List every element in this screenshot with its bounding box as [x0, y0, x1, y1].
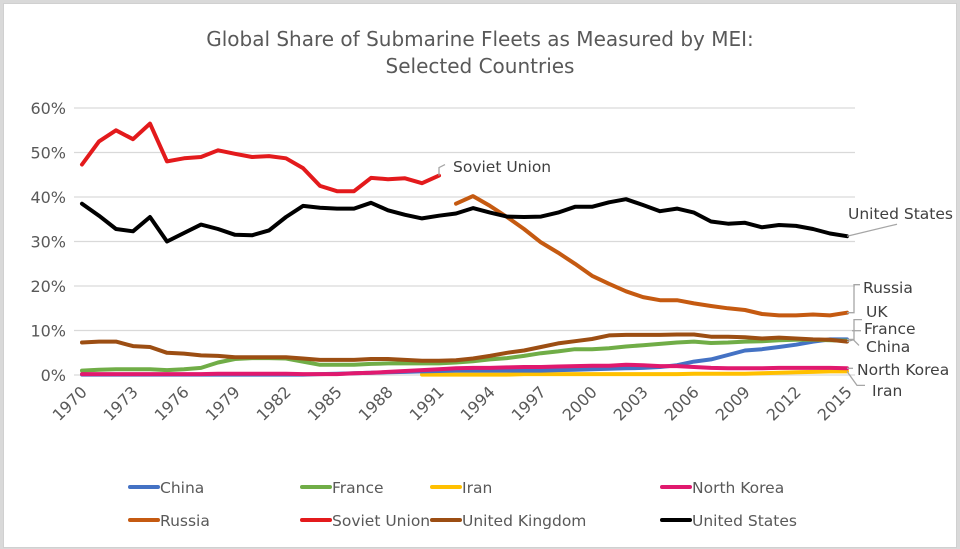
label-leader-line [846, 318, 862, 343]
x-tick-label: 2000 [559, 382, 601, 424]
x-tick-label: 1982 [253, 382, 295, 424]
y-tick-label: 20% [30, 277, 66, 296]
series-line-russia [454, 194, 849, 318]
series-line-united-kingdom [80, 332, 849, 363]
y-tick-label: 30% [30, 233, 66, 252]
label-leader-line [847, 284, 860, 314]
x-tick-label: 1973 [100, 382, 142, 424]
label-leader-line [846, 371, 865, 387]
legend-label: United States [692, 512, 797, 530]
series-data-label: United States [848, 205, 953, 223]
x-tick-label: 2009 [712, 382, 754, 424]
legend-label: Soviet Union [332, 512, 430, 530]
x-tick-label: 1991 [406, 382, 448, 424]
series-data-label: UK [866, 303, 888, 321]
x-tick-label: 2015 [814, 382, 856, 424]
chart-frame [3, 3, 957, 548]
series-line-iran [420, 369, 849, 377]
series-data-label: Iran [872, 382, 902, 400]
series-line-united-states [80, 197, 849, 244]
series-line-france [80, 337, 849, 373]
legend-item[interactable]: Soviet Union [300, 512, 430, 530]
x-tick-label: 1988 [355, 382, 397, 424]
legend-label: France [332, 479, 384, 497]
legend-label: United Kingdom [462, 512, 586, 530]
legend-label: North Korea [692, 479, 784, 497]
y-tick-label: 10% [30, 322, 66, 341]
series-data-label: Russia [863, 279, 913, 297]
x-tick-label: 1997 [508, 382, 550, 424]
series-data-label: China [866, 338, 910, 356]
legend-item[interactable]: United Kingdom [430, 512, 586, 530]
x-tick-label: 2006 [661, 382, 703, 424]
label-leader-line [846, 223, 898, 237]
series-line-north-korea [80, 362, 849, 377]
y-tick-label: 50% [30, 144, 66, 163]
x-tick-label: 2003 [610, 382, 652, 424]
y-tick-label: 0% [41, 366, 66, 385]
legend-item[interactable]: Iran [430, 479, 492, 497]
legend-label: Russia [160, 512, 210, 530]
series-data-label: France [864, 320, 916, 338]
legend-item[interactable]: Russia [128, 512, 210, 530]
chart-subtitle: Selected Countries [386, 54, 575, 78]
x-tick-label: 1979 [202, 382, 244, 424]
x-tick-label: 1994 [457, 382, 499, 424]
y-tick-label: 40% [30, 188, 66, 207]
x-tick-label: 1976 [151, 382, 193, 424]
series-line-soviet-union [80, 121, 441, 194]
x-tick-label: 2012 [763, 382, 805, 424]
legend-item[interactable]: France [300, 479, 384, 497]
y-tick-label: 60% [30, 99, 66, 118]
series-data-label: Soviet Union [453, 158, 551, 176]
legend-item[interactable]: United States [660, 512, 797, 530]
legend-item[interactable]: China [128, 479, 204, 497]
label-leader-line [847, 338, 860, 346]
x-tick-label: 1970 [49, 382, 91, 424]
label-leader-line [438, 164, 446, 176]
legend-item[interactable]: North Korea [660, 479, 784, 497]
legend-label: Iran [462, 479, 492, 497]
x-tick-label: 1985 [304, 382, 346, 424]
chart-title: Global Share of Submarine Fleets as Meas… [206, 27, 754, 51]
series-data-label: North Korea [857, 361, 949, 379]
legend-label: China [160, 479, 204, 497]
